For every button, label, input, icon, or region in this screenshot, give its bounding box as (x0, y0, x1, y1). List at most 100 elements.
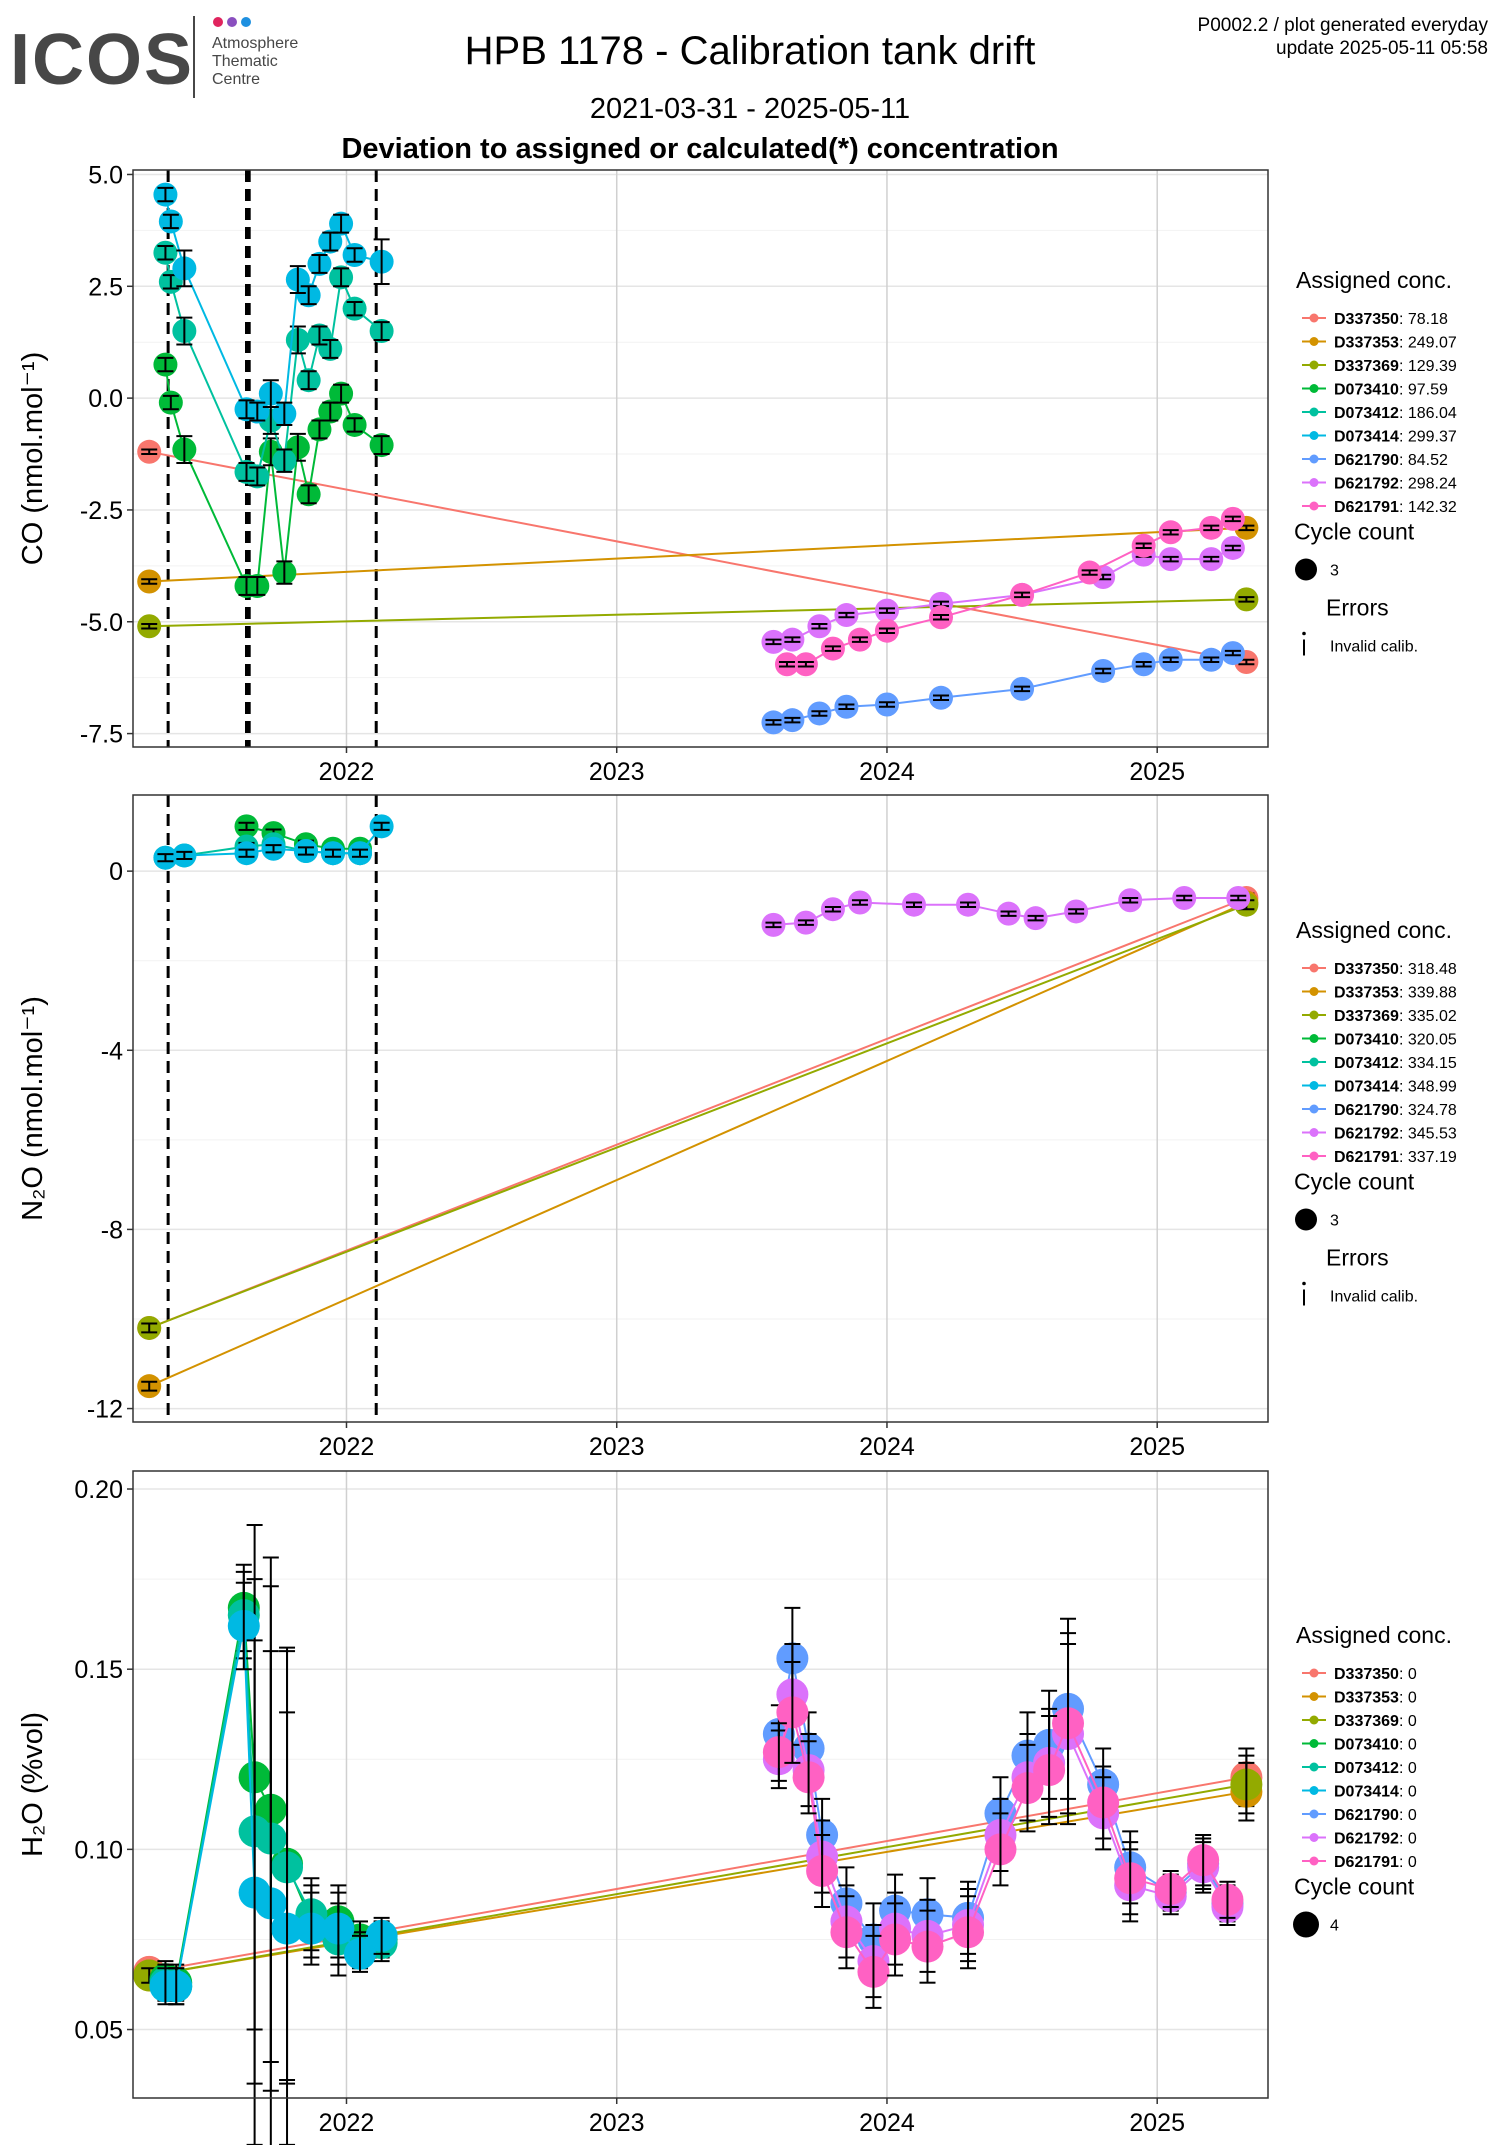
co-errorbar-D621791-4 (878, 627, 895, 634)
co-legend-item-D337350: D337350: 78.18 (1302, 311, 1448, 328)
h2o-errorbar-D621791-13 (1095, 1765, 1112, 1840)
co-legend-item-D621792: D621792: 298.24 (1302, 476, 1457, 493)
co-errorbar-D621791-6 (1014, 591, 1031, 599)
n2o-series-line-D337369 (148, 903, 1247, 1329)
info-line-1: P0002.2 / plot generated everyday (1198, 15, 1489, 36)
co-errorbar-D621790-1 (784, 716, 801, 724)
co-cycle-count-title: Cycle count (1294, 519, 1415, 545)
h2o-legend-item-D337353: D337353: 0 (1302, 1690, 1417, 1707)
n2o-errors-icon (1302, 1281, 1306, 1306)
h2o-errorbar-D621791-9 (992, 1812, 1009, 1887)
co-y-tick-label-2: 0.0 (88, 385, 123, 413)
h2o-legend-label-D621792: D621792: 0 (1334, 1831, 1417, 1848)
h2o-errorbar-D621791-10 (1019, 1743, 1036, 1833)
co-errorbar-D621791-7 (1081, 569, 1098, 576)
n2o-errorbar-D621792-0 (765, 921, 782, 929)
logo-text: ICOS (10, 20, 194, 100)
co-errorbar-D073414-5 (262, 379, 279, 409)
n2o-plot-frame (132, 794, 1269, 1423)
h2o-grid (133, 1471, 1268, 2098)
page-title: HPB 1178 - Calibration tank drift (465, 29, 1036, 73)
n2o-legend-label-D337353: D337353: 339.88 (1334, 985, 1457, 1002)
co-cycle-count-symbol (1295, 558, 1317, 581)
n2o-x-ticks: 2022 2023 2024 2025 (319, 1422, 1185, 1461)
co-legend-label-D073412: D073412: 186.04 (1334, 405, 1457, 422)
n2o-errorbar-D073414-7 (373, 821, 390, 831)
co-legend-item-D337369: D337369: 129.39 (1302, 358, 1457, 375)
co-errorbar-D073414-11 (333, 213, 350, 234)
co-errorbar-D621790-10 (1203, 656, 1220, 664)
h2o-x-tick-label-2: 2024 (859, 2109, 915, 2137)
n2o-errorbar-D621792-7 (1027, 914, 1044, 922)
co-errors-icon (1302, 631, 1306, 656)
h2o-legend-label-D337353: D337353: 0 (1334, 1690, 1417, 1707)
co-errorbar-D073412-11 (333, 267, 350, 288)
h2o-errorbar-D621791-8 (960, 1895, 977, 1970)
logo-subtitle-2: Thematic (212, 53, 278, 70)
co-legend-item-D073410: D073410: 97.59 (1302, 382, 1448, 399)
h2o-x-tick-label-3: 2025 (1129, 2109, 1185, 2137)
co-series-D073410 (153, 352, 394, 598)
icos-logo: ICOS Atmosphere Thematic Centre (10, 16, 298, 100)
co-errorbar-D073414-7 (289, 265, 306, 295)
n2o-legend-item-D337369: D337369: 335.02 (1302, 1008, 1457, 1025)
co-errorbar-D073414-0 (157, 186, 174, 203)
co-series-D337369 (137, 587, 1259, 639)
co-y-ticks: 5.0 2.5 0.0 -2.5 -5.0 -7.5 (80, 161, 133, 749)
h2o-series-line-D337369 (149, 1783, 1247, 1977)
n2o-errorbar-D621792-1 (797, 919, 814, 926)
co-legend-label-D621792: D621792: 298.24 (1334, 476, 1457, 493)
co-errorbar-D337350-0 (141, 448, 158, 456)
n2o-y-ticks: 0 -4 -8 -12 (87, 858, 133, 1424)
n2o-legend-item-D621790: D621790: 324.78 (1302, 1102, 1457, 1119)
h2o-errorbar-D621791-7 (919, 1909, 936, 1984)
co-errorbar-D337353-0 (141, 578, 158, 585)
n2o-errorbar-D621792-9 (1122, 897, 1139, 904)
n2o-series-D337353 (137, 890, 1259, 1399)
co-series-line-D337353 (149, 526, 1247, 583)
co-series-D337350 (137, 439, 1259, 675)
co-errorbar-D621792-10 (1203, 555, 1220, 563)
co-errorbar-D621792-11 (1224, 544, 1241, 552)
co-y-tick-label-0: 5.0 (88, 161, 123, 189)
co-y-axis-label: CO (nmol.mol⁻¹) (17, 352, 49, 565)
h2o-errorbar-D073414-2 (235, 1581, 252, 1671)
n2o-errorbar-D621792-4 (905, 901, 922, 908)
logo-subtitle-3: Centre (212, 71, 260, 88)
n2o-errorbar-D073410-0 (238, 821, 255, 831)
h2o-errorbar-D073414-4 (262, 1650, 279, 2145)
h2o-errorbar-D621791-14 (1122, 1841, 1139, 1916)
h2o-x-tick-label-1: 2023 (589, 2109, 645, 2137)
h2o-errorbar-D337369-1 (1238, 1754, 1255, 1815)
n2o-x-tick-label-2: 2024 (859, 1433, 915, 1461)
n2o-errorbar-D621792-2 (824, 905, 841, 913)
logo-dot-purple (227, 17, 237, 27)
n2o-series-D337350 (137, 886, 1259, 1340)
co-errorbar-D073412-12 (346, 300, 363, 317)
h2o-x-ticks: 2022 2023 2024 2025 (319, 2098, 1185, 2137)
n2o-y-tick-label-3: -12 (87, 1396, 123, 1424)
co-errorbar-D073412-13 (373, 321, 390, 341)
h2o-legend-label-D337369: D337369: 0 (1334, 1713, 1417, 1730)
co-series-line-D337350 (149, 450, 1247, 663)
n2o-legend-label-D073412: D073412: 334.15 (1334, 1055, 1457, 1072)
h2o-panel: 0.20 0.15 0.10 0.05 2022 2023 2024 2025 H₂O (%… (17, 1470, 1452, 2145)
n2o-x-tick-label-3: 2025 (1129, 1433, 1185, 1461)
co-series-line-D073412 (164, 252, 383, 478)
co-legend-label-D621790: D621790: 84.52 (1334, 452, 1448, 469)
co-errorbar-D073414-13 (373, 238, 390, 286)
co-y-tick-label-4: -5.0 (80, 609, 123, 637)
logo-subtitle-1: Atmosphere (212, 35, 298, 52)
n2o-cycle-count-symbol (1295, 1208, 1317, 1231)
h2o-x-tick-label-0: 2022 (319, 2109, 375, 2137)
co-errorbar-D337369-1 (1238, 596, 1255, 603)
n2o-errorbar-D337369-0 (141, 1322, 158, 1334)
n2o-legend-item-D337350: D337350: 318.48 (1302, 961, 1457, 978)
n2o-errorbar-D073414-6 (352, 848, 368, 858)
logo-dot-blue (241, 17, 251, 27)
co-errorbar-D621791-10 (1203, 524, 1220, 532)
co-legend-label-D073410: D073410: 97.59 (1334, 382, 1448, 399)
h2o-series-D073414 (149, 1581, 398, 2145)
co-legend-label-D073414: D073414: 299.37 (1334, 429, 1457, 446)
n2o-errorbar-D073414-4 (297, 846, 314, 856)
